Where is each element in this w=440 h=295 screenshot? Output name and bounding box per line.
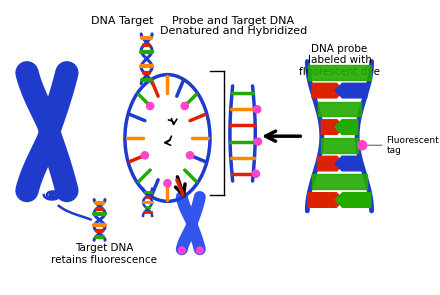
- Text: DNA probe
labeled with
fluorescent dye: DNA probe labeled with fluorescent dye: [299, 44, 380, 77]
- Polygon shape: [318, 156, 344, 171]
- Circle shape: [358, 141, 367, 150]
- Polygon shape: [318, 101, 361, 116]
- Polygon shape: [335, 193, 371, 207]
- Text: Fluorescent
tag: Fluorescent tag: [387, 136, 440, 155]
- Polygon shape: [321, 120, 344, 134]
- Circle shape: [141, 152, 149, 159]
- Polygon shape: [335, 156, 361, 171]
- Polygon shape: [308, 65, 371, 80]
- Circle shape: [252, 170, 260, 177]
- Polygon shape: [308, 193, 344, 207]
- Polygon shape: [321, 138, 358, 153]
- Polygon shape: [312, 174, 367, 189]
- Circle shape: [188, 220, 196, 228]
- Circle shape: [179, 247, 185, 254]
- Circle shape: [253, 106, 261, 113]
- Polygon shape: [335, 120, 358, 134]
- Circle shape: [254, 138, 261, 145]
- Polygon shape: [335, 83, 367, 98]
- Text: Probe and Target DNA: Probe and Target DNA: [172, 16, 295, 26]
- Circle shape: [147, 102, 154, 110]
- Circle shape: [181, 102, 188, 110]
- Polygon shape: [312, 83, 344, 98]
- Text: Target DNA
retains fluorescence: Target DNA retains fluorescence: [51, 243, 157, 265]
- Text: Denatured and Hybridized: Denatured and Hybridized: [160, 26, 307, 36]
- Text: DNA Target: DNA Target: [91, 16, 154, 26]
- Circle shape: [196, 247, 203, 254]
- Circle shape: [41, 123, 58, 140]
- Circle shape: [187, 152, 194, 159]
- Circle shape: [164, 180, 171, 187]
